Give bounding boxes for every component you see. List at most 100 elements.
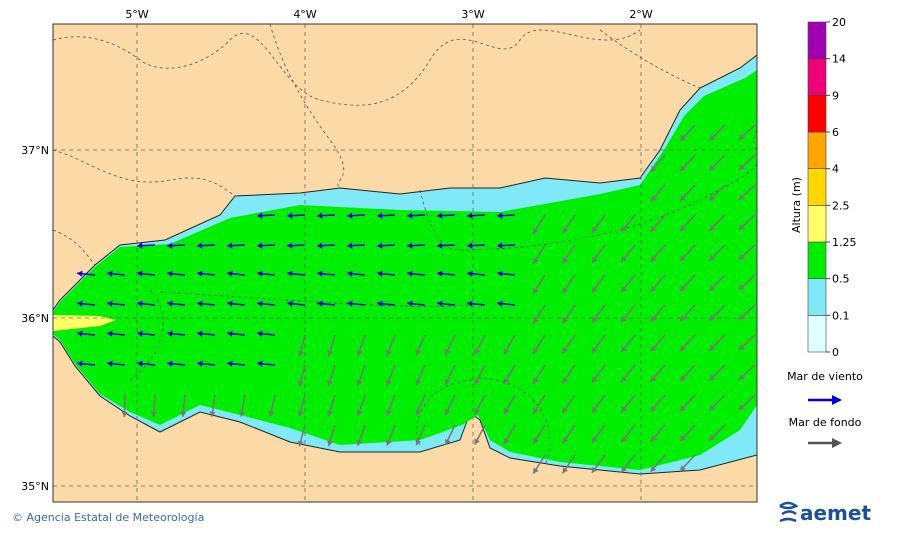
wave-arrow-head [227,330,233,337]
wave-arrow-head [533,227,539,234]
wave-arrow-head [287,270,293,277]
wave-arrow-head [621,286,627,293]
colorbar-label: 6 [832,126,839,139]
wave-arrow-head [591,286,598,293]
wave-arrow-head [680,285,686,292]
wave-arrow-head [738,134,745,140]
wave-arrow-head [533,287,539,294]
wave-arrow-head [377,270,383,277]
wave-arrow-head [137,242,143,249]
wave-arrow-head [680,135,686,142]
logo: aemet [779,501,871,525]
wave-arrow-head [533,437,539,444]
wave-arrow-head [415,409,422,416]
colorbar-segment [807,131,827,169]
wave-arrow-head [437,270,443,277]
legend-arrow-blue [808,395,842,405]
colorbar-segment [807,278,827,316]
wave-arrow-head [197,242,203,249]
wave-arrow-head [356,439,363,446]
map [53,24,757,502]
wave-arrow-head [680,375,686,382]
wave-arrow-head [77,330,83,337]
wave-arrow-head [503,378,510,385]
wave-arrow-head [621,316,627,323]
wave-arrow-head [180,411,187,417]
wave-arrow-head [503,438,510,445]
wave-arrow-head [738,284,745,290]
wave-arrow-head [238,411,245,417]
wave-arrow-head [621,436,627,443]
colorbar-label: 9 [832,89,839,102]
wave-arrow-head [621,376,627,383]
colorbar-segment [807,205,827,243]
logo-text: aemet [800,501,871,525]
wave-arrow-head [297,440,304,447]
wave-arrow-head [680,405,686,412]
wave-arrow-head [415,439,422,446]
wave-arrow-head [562,287,569,294]
wave-arrow-head [650,435,657,442]
wave-arrow-head [257,270,263,277]
wave-arrow-head [621,466,627,473]
wave-arrow-head [680,465,686,472]
wave-arrow-head [356,379,363,386]
wave-arrow-head [437,212,443,219]
wave-arrow-head [562,347,569,354]
wave-arrow-head [407,300,413,307]
wave-arrow-head [327,410,334,417]
wave-arrow-head [150,411,157,417]
wave-arrow-head [503,408,510,415]
wave-arrow-head [227,242,233,249]
wave-arrow-head [680,435,686,442]
wave-arrow-head [562,467,569,474]
high-wave-zone [53,315,116,331]
legend-swell: Mar de fondo [789,416,862,429]
wave-arrow-head [591,316,598,323]
wave-arrow-head [497,270,503,277]
wave-arrow-head [709,284,716,291]
wave-arrow-head [474,378,480,385]
wave-arrow-head [533,407,539,414]
wave-arrow-head [467,270,473,277]
wave-arrow-head [474,408,480,415]
wave-arrow-head [533,347,539,354]
wave-arrow-head [497,300,503,307]
colorbar-label: 2.5 [832,199,850,212]
wave-arrow-head [467,242,473,249]
wave-arrow-head [709,224,716,231]
wave-arrow-head [407,242,413,249]
wave-arrow-head [650,225,657,232]
wave-arrow-head [591,466,598,473]
wave-arrow-head [444,378,451,385]
wave-arrow-head [709,344,716,351]
wave-arrow-head [317,300,323,307]
wave-arrow-head [347,270,353,277]
colorbar-segment [807,168,827,206]
wave-arrow-head [562,227,569,234]
wave-arrow-head [377,300,383,307]
wave-arrow-head [650,405,657,412]
wave-arrow-head [650,315,657,322]
wave-arrow-head [621,256,627,263]
graticule [53,24,757,502]
wave-arrow-head [167,300,173,307]
wave-arrow-head [467,300,473,307]
wave-arrow-head [386,379,392,386]
wave-arrow-head [709,434,716,441]
legend-arrow-grey [808,438,842,448]
lon-label: 5°W [125,8,148,21]
wave-arrow-head [591,226,598,233]
wave-arrow-head [287,300,293,307]
wave-arrow-head [197,330,203,337]
wave-arrow-head [709,134,716,141]
colorbar: 0 0.1 0.5 1.25 2.5 4 6 9 14 20 [807,16,857,359]
wave-arrow-head [327,350,334,357]
wave-arrow-head [709,404,716,411]
borders [53,24,757,466]
wave-arrow-head [650,195,657,202]
wave-arrow-head [297,380,304,387]
wave-arrow-head [137,330,143,337]
map-frame [52,23,758,503]
wave-arrow-head [709,374,716,381]
